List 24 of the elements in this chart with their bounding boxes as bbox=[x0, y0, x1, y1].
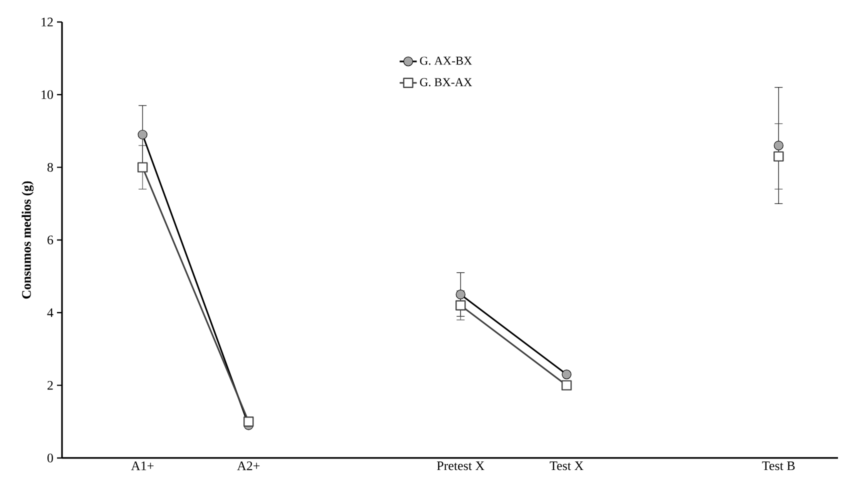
legend-label: G. AX-BX bbox=[420, 56, 472, 65]
point bbox=[774, 151, 784, 162]
y-tick-label: 2 bbox=[48, 381, 53, 390]
x-tick-label: A1+ bbox=[131, 462, 154, 470]
legend-label: G. BX-AX bbox=[420, 78, 472, 86]
point bbox=[562, 370, 572, 380]
point bbox=[137, 162, 148, 172]
y-tick-label: 12 bbox=[42, 18, 53, 26]
point bbox=[456, 300, 466, 310]
x-tick-label: Pretest X bbox=[436, 462, 484, 470]
x-tick-label: Test X bbox=[550, 462, 584, 470]
y-tick-label: 6 bbox=[48, 236, 54, 244]
point bbox=[138, 130, 148, 140]
y-tick-label: 8 bbox=[47, 162, 53, 172]
y-tick-label: 4 bbox=[47, 308, 54, 317]
y-tick-label: 10 bbox=[42, 90, 53, 100]
x-tick-label: A2+ bbox=[237, 462, 260, 470]
y-tick-label: 0 bbox=[47, 454, 53, 462]
point bbox=[562, 380, 572, 390]
point bbox=[243, 416, 254, 427]
point bbox=[456, 290, 466, 300]
y-axis-title: Consumos medios (g) bbox=[22, 181, 34, 299]
point bbox=[774, 140, 784, 150]
x-tick-label: Test B bbox=[762, 462, 795, 470]
